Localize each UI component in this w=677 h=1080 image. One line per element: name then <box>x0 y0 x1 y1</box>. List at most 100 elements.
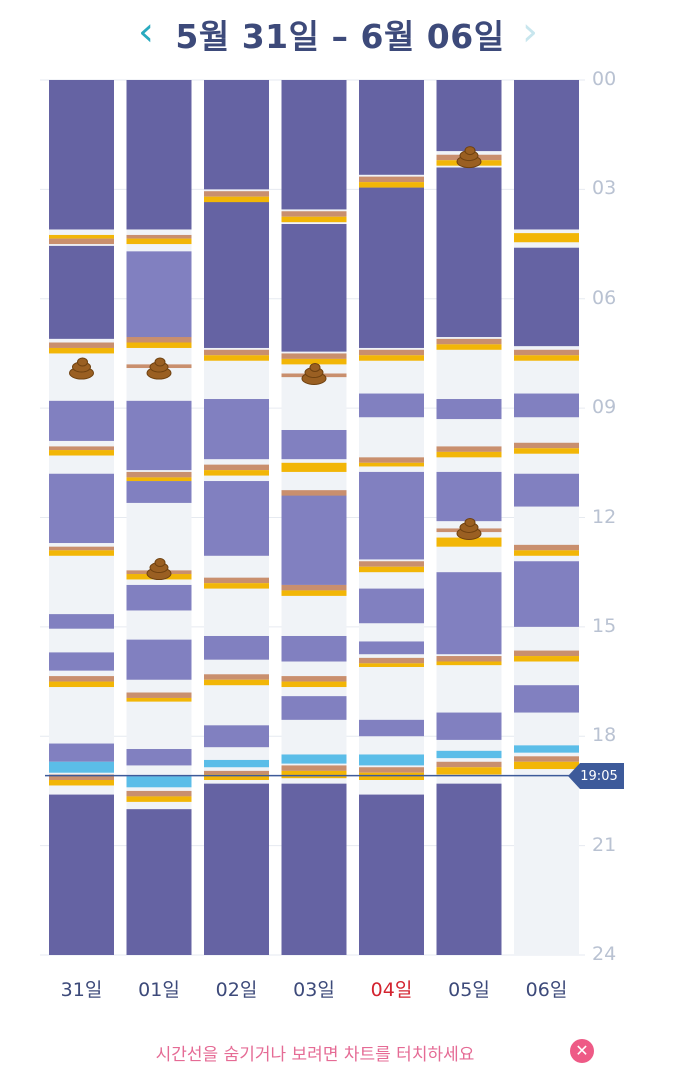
feed-mark <box>204 355 269 361</box>
day-label: 06일 <box>525 979 568 1001</box>
feed-mark <box>49 450 114 456</box>
feed-mark <box>281 590 347 596</box>
sleep-block <box>126 749 192 766</box>
feed-mark <box>49 446 114 451</box>
sleep-block <box>359 80 424 175</box>
sleep-block <box>359 641 424 655</box>
sleep-block <box>204 399 269 460</box>
sleep-block <box>514 393 579 418</box>
diaper-mark <box>126 776 192 788</box>
feed-mark <box>281 211 347 217</box>
sleep-block <box>49 743 114 762</box>
y-tick-label: 18 <box>592 724 617 747</box>
sleep-block <box>436 572 502 655</box>
sleep-block <box>514 685 579 713</box>
sleep-block <box>126 639 192 680</box>
sleep-block <box>359 393 424 418</box>
y-tick-label: 24 <box>592 943 617 965</box>
feed-mark <box>436 767 502 775</box>
y-tick-label: 00 <box>592 68 617 90</box>
feed-mark <box>514 656 579 662</box>
sleep-block <box>126 481 192 503</box>
feed-mark <box>281 490 347 496</box>
feed-mark <box>204 349 269 356</box>
feed-mark <box>281 681 347 688</box>
sleep-block <box>281 80 347 210</box>
diaper-mark <box>281 754 347 764</box>
poop-icon <box>69 357 94 380</box>
feed-mark <box>514 761 579 770</box>
sleep-block <box>126 251 192 339</box>
feed-mark <box>281 770 347 779</box>
feed-mark <box>49 676 114 682</box>
feed-mark <box>359 182 424 188</box>
feed-mark <box>204 470 269 476</box>
sleep-block <box>436 712 502 740</box>
feed-mark <box>514 550 579 556</box>
sleep-block <box>281 430 347 460</box>
close-icon: ✕ <box>575 1041 589 1060</box>
feed-mark <box>204 196 269 203</box>
feed-mark <box>359 767 424 773</box>
feed-mark <box>126 796 192 802</box>
feed-mark <box>514 355 579 361</box>
diaper-mark <box>359 754 424 766</box>
sleep-block <box>126 584 192 611</box>
sleep-block <box>359 187 424 348</box>
y-tick-label: 12 <box>592 505 617 528</box>
feed-mark <box>514 233 579 243</box>
feed-mark <box>126 471 192 478</box>
diaper-mark <box>514 745 579 753</box>
feed-mark <box>436 661 502 666</box>
sleep-block <box>436 471 502 522</box>
y-tick-label: 03 <box>592 177 617 200</box>
sleep-block <box>436 783 502 955</box>
feed-mark <box>204 577 269 584</box>
feed-mark <box>126 790 192 797</box>
close-hint-button[interactable]: ✕ <box>570 1039 594 1063</box>
feed-mark <box>126 477 192 482</box>
feed-mark <box>126 697 192 702</box>
feed-mark <box>514 756 579 762</box>
feed-mark <box>359 457 424 463</box>
feed-mark <box>126 234 192 239</box>
feed-mark <box>49 780 114 786</box>
chevron-left-icon: ‹ <box>138 9 154 55</box>
feed-mark <box>126 692 192 698</box>
sleep-block <box>281 696 347 720</box>
feed-mark <box>204 464 269 471</box>
sleep-block <box>49 400 114 441</box>
feed-mark <box>281 765 347 771</box>
feed-mark <box>49 681 114 688</box>
feed-mark <box>359 663 424 667</box>
prev-week-button[interactable]: ‹ <box>126 8 166 56</box>
feed-mark <box>436 656 502 662</box>
feed-mark <box>359 561 424 567</box>
hint-text: 시간선을 숨기거나 보려면 차트를 터치하세요 <box>155 1045 475 1065</box>
feed-mark <box>359 566 424 573</box>
sleep-block <box>359 719 424 737</box>
feed-mark <box>514 442 579 449</box>
feed-mark <box>204 679 269 686</box>
sleep-block <box>49 473 114 544</box>
day-label: 03일 <box>293 979 335 1001</box>
poop-icon <box>301 362 327 385</box>
next-week-button[interactable]: › <box>510 8 550 56</box>
sleep-block <box>204 635 269 660</box>
feed-mark <box>436 761 502 768</box>
y-tick-label: 15 <box>592 614 617 637</box>
feed-mark <box>436 537 502 547</box>
feed-mark <box>281 216 347 223</box>
y-tick-label: 09 <box>592 396 617 419</box>
page-title: 5월 31일 – 6월 06일 <box>175 17 505 56</box>
sleep-block <box>359 588 424 624</box>
feed-mark <box>126 238 192 245</box>
sleep-block <box>49 245 114 339</box>
sleep-block <box>204 783 269 955</box>
sleep-block <box>514 473 579 507</box>
day-label: 31일 <box>60 979 103 1001</box>
day-label: 05일 <box>448 979 490 1001</box>
day-label: 01일 <box>138 979 180 1001</box>
sleep-block <box>204 725 269 748</box>
timeline-chart[interactable] <box>0 0 677 970</box>
